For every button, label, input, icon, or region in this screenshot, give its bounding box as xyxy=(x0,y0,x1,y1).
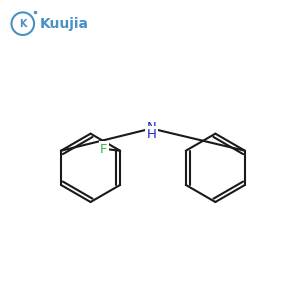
Text: Kuujia: Kuujia xyxy=(39,17,88,31)
Text: K: K xyxy=(19,19,26,29)
Text: F: F xyxy=(100,143,108,156)
Text: H: H xyxy=(146,128,156,141)
Text: N: N xyxy=(147,121,156,134)
